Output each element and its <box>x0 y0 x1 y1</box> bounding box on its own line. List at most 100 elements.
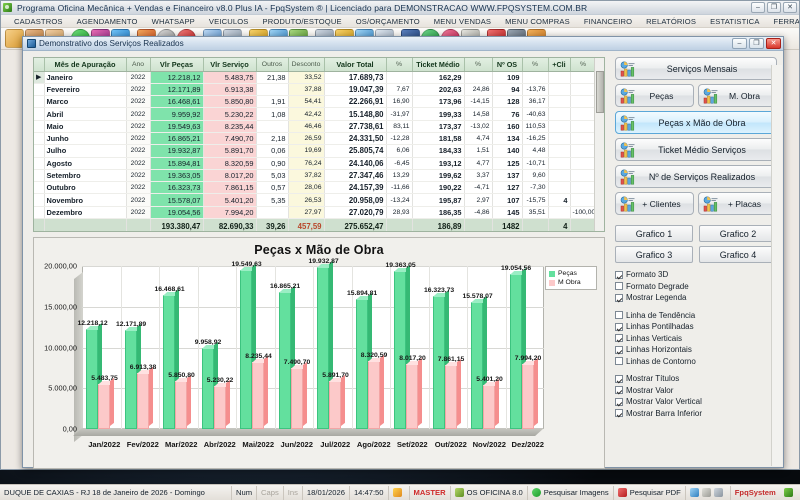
menu-produto-estoque[interactable]: PRODUTO/ESTOQUE <box>262 16 342 26</box>
checkbox-icon[interactable] <box>615 357 623 366</box>
menu-cadastros[interactable]: CADASTROS <box>14 16 63 26</box>
checkbox-linhas-pontilhadas[interactable]: Linhas Pontilhadas <box>615 321 777 333</box>
checkbox-linhas-de-contorno[interactable]: Linhas de Contorno <box>615 356 777 368</box>
menu-relatorios[interactable]: RELATÓRIOS <box>646 16 697 26</box>
table-row[interactable]: ▶ Janeiro 2022 12.218,12 5.483,75 21,38 33,52 1… <box>34 71 604 84</box>
menu-estatistica[interactable]: ESTATISTICA <box>710 16 760 26</box>
checkbox-icon[interactable] <box>615 311 623 320</box>
checkbox-icon[interactable] <box>615 270 623 279</box>
report-button-placas[interactable]: + Placas <box>698 192 777 215</box>
menu-whatsapp[interactable]: WHATSAPP <box>151 16 195 26</box>
table-row[interactable]: Dezembro 2022 19.054,56 7.994,20 27,97 27.020… <box>34 206 604 220</box>
report-button-m-obra[interactable]: M. Obra <box>698 84 777 107</box>
demonstrativo-minimize-button[interactable]: – <box>732 38 747 49</box>
grid-scrollbar-thumb[interactable] <box>596 71 604 113</box>
checkbox-icon[interactable] <box>615 409 623 418</box>
checkbox-linhas-verticais[interactable]: Linhas Verticais <box>615 333 777 345</box>
checkbox-linha-de-tend-ncia[interactable]: Linha de Tendência <box>615 310 777 322</box>
grafico-3-button[interactable]: Grafico 3 <box>615 246 693 263</box>
table-row[interactable]: Marco 2022 16.468,61 5.850,80 1,91 54,41 22.26… <box>34 95 604 109</box>
maximize-button[interactable]: ❐ <box>767 2 781 13</box>
table-row[interactable]: Agosto 2022 15.894,81 8.320,59 0,90 76,24 24.1… <box>34 157 604 170</box>
menu-veiculos[interactable]: VEICULOS <box>208 16 249 26</box>
table-row[interactable]: Novembro 2022 15.578,07 5.401,20 5,35 26,53 20… <box>34 193 604 207</box>
report-button-pe-as-x-m-o-de-obra[interactable]: Peças x Mão de Obra <box>615 111 777 134</box>
menu-ferramentas[interactable]: FERRAMENTAS <box>773 16 800 26</box>
header-outros[interactable]: Outros <box>256 58 289 72</box>
header-valor-total[interactable]: Valor Total <box>324 58 387 72</box>
window-vertical-scrollbar[interactable] <box>771 65 782 466</box>
menu-agendamento[interactable]: AGENDAMENTO <box>76 16 138 26</box>
chart-bar-pecas: 19.549,63 <box>231 261 262 429</box>
report-button-pe-as[interactable]: Peças <box>615 84 694 107</box>
total-cell: 39,26 <box>256 218 289 231</box>
cell-pct-cli <box>570 107 597 121</box>
cell-pct-os: 35,51 <box>522 206 549 220</box>
header-pct-cli[interactable]: % <box>570 58 597 72</box>
menu-compras[interactable]: MENU COMPRAS <box>505 16 570 26</box>
header-mes[interactable]: Mês de Apuração <box>44 58 127 72</box>
checkbox-icon[interactable] <box>615 282 623 291</box>
checkbox-icon[interactable] <box>615 374 623 383</box>
menu-os-orcamento[interactable]: OS/ORÇAMENTO <box>355 16 420 26</box>
checkbox-mostrar-valor[interactable]: Mostrar Valor <box>615 385 777 397</box>
header-desconto[interactable]: Desconto <box>288 58 325 72</box>
checkbox-icon[interactable] <box>615 345 623 354</box>
demonstrativo-close-button[interactable]: ✕ <box>766 38 781 49</box>
status-search-pdf[interactable]: Pesquisar PDF <box>614 485 686 500</box>
status-search-images[interactable]: Pesquisar Imagens <box>528 485 614 500</box>
header-vlr-servico[interactable]: Vlr Serviço <box>203 58 257 72</box>
checkbox-icon[interactable] <box>615 334 623 343</box>
header-ano[interactable]: Ano <box>126 58 151 72</box>
status-extra-icons[interactable] <box>686 485 731 500</box>
services-data-grid[interactable]: Mês de Apuração Ano Vlr Peças Vlr Serviç… <box>33 57 605 232</box>
chart-bar-group: 12.171,89 6.913,38 <box>116 266 156 429</box>
header-pct-total[interactable]: % <box>386 58 413 72</box>
grafico-2-button[interactable]: Grafico 2 <box>699 225 777 242</box>
table-row[interactable]: Junho 2022 16.865,21 7.490,70 2,18 26,59 24.33… <box>34 132 604 146</box>
close-button[interactable]: ✕ <box>783 2 797 13</box>
header-mais-cli[interactable]: +Cli <box>548 58 571 72</box>
chart-gridline-vertical <box>236 266 237 429</box>
grafico-4-button[interactable]: Grafico 4 <box>699 246 777 263</box>
checkbox-formato-degrade[interactable]: Formato Degrade <box>615 281 777 293</box>
grafico-1-button[interactable]: Grafico 1 <box>615 225 693 242</box>
report-button-ticket-m-dio-servi-os[interactable]: Ticket Médio Serviços <box>615 138 777 161</box>
chart-bar-value-label: 19.549,63 <box>231 260 262 268</box>
report-button-servi-os-mensais[interactable]: Serviços Mensais <box>615 57 777 80</box>
cell-pct-ticket: -4,86 <box>464 206 493 220</box>
table-row[interactable]: Fevereiro 2022 12.171,89 6.913,38 37,88 19.04… <box>34 83 604 97</box>
checkbox-icon[interactable] <box>615 293 623 302</box>
minimize-button[interactable]: – <box>751 2 765 13</box>
menu-financeiro[interactable]: FINANCEIRO <box>583 16 633 26</box>
status-calendar-icon[interactable] <box>389 485 410 500</box>
checkbox-linhas-horizontais[interactable]: Linhas Horizontais <box>615 344 777 356</box>
checkbox-mostrar-legenda[interactable]: Mostrar Legenda <box>615 292 777 304</box>
report-button-clientes[interactable]: + Clientes <box>615 192 694 215</box>
checkbox-formato-3d[interactable]: Formato 3D <box>615 269 777 281</box>
table-row[interactable]: Maio 2022 19.549,63 8.235,44 46,46 27.738,61 8… <box>34 120 604 133</box>
checkbox-icon[interactable] <box>615 322 623 331</box>
menu-vendas[interactable]: MENU VENDAS <box>433 16 492 26</box>
demonstrativo-maximize-button[interactable]: ❐ <box>749 38 764 49</box>
checkbox-icon[interactable] <box>615 386 623 395</box>
checkbox-mostrar-barra-inferior[interactable]: Mostrar Barra Inferior <box>615 408 777 420</box>
table-row[interactable]: Abril 2022 9.959,92 5.230,22 1,08 42,42 15.148… <box>34 107 604 121</box>
cell-mais-cli <box>548 206 571 220</box>
header-ticket-medio[interactable]: Ticket Médio <box>412 58 465 72</box>
report-button-n-de-servi-os-realizados[interactable]: Nº de Serviços Realizados <box>615 165 777 188</box>
table-row[interactable]: Julho 2022 19.932,87 5.891,70 0,06 19,69 25.80… <box>34 144 604 158</box>
checkbox-icon[interactable] <box>615 397 623 406</box>
cell-pct-os: 110,53 <box>522 120 549 133</box>
cell-pct-os: -13,76 <box>522 83 549 97</box>
header-pct-ticket[interactable]: % <box>464 58 493 72</box>
checkbox-mostrar-t-tulos[interactable]: Mostrar Títulos <box>615 373 777 385</box>
header-vlr-pecas[interactable]: Vlr Peças <box>150 58 204 72</box>
checkbox-mostrar-valor-vertical[interactable]: Mostrar Valor Vertical <box>615 396 777 408</box>
table-row[interactable]: Outubro 2022 16.323,73 7.861,15 0,57 28,06 24.… <box>34 181 604 195</box>
grid-vertical-scrollbar[interactable] <box>594 58 604 231</box>
table-row[interactable]: Setembro 2022 19.363,05 8.017,20 5,03 37,82 27… <box>34 169 604 183</box>
header-pct-os[interactable]: % <box>522 58 549 72</box>
cell-ano: 2022 <box>126 120 151 133</box>
header-num-os[interactable]: Nº OS <box>492 58 523 72</box>
